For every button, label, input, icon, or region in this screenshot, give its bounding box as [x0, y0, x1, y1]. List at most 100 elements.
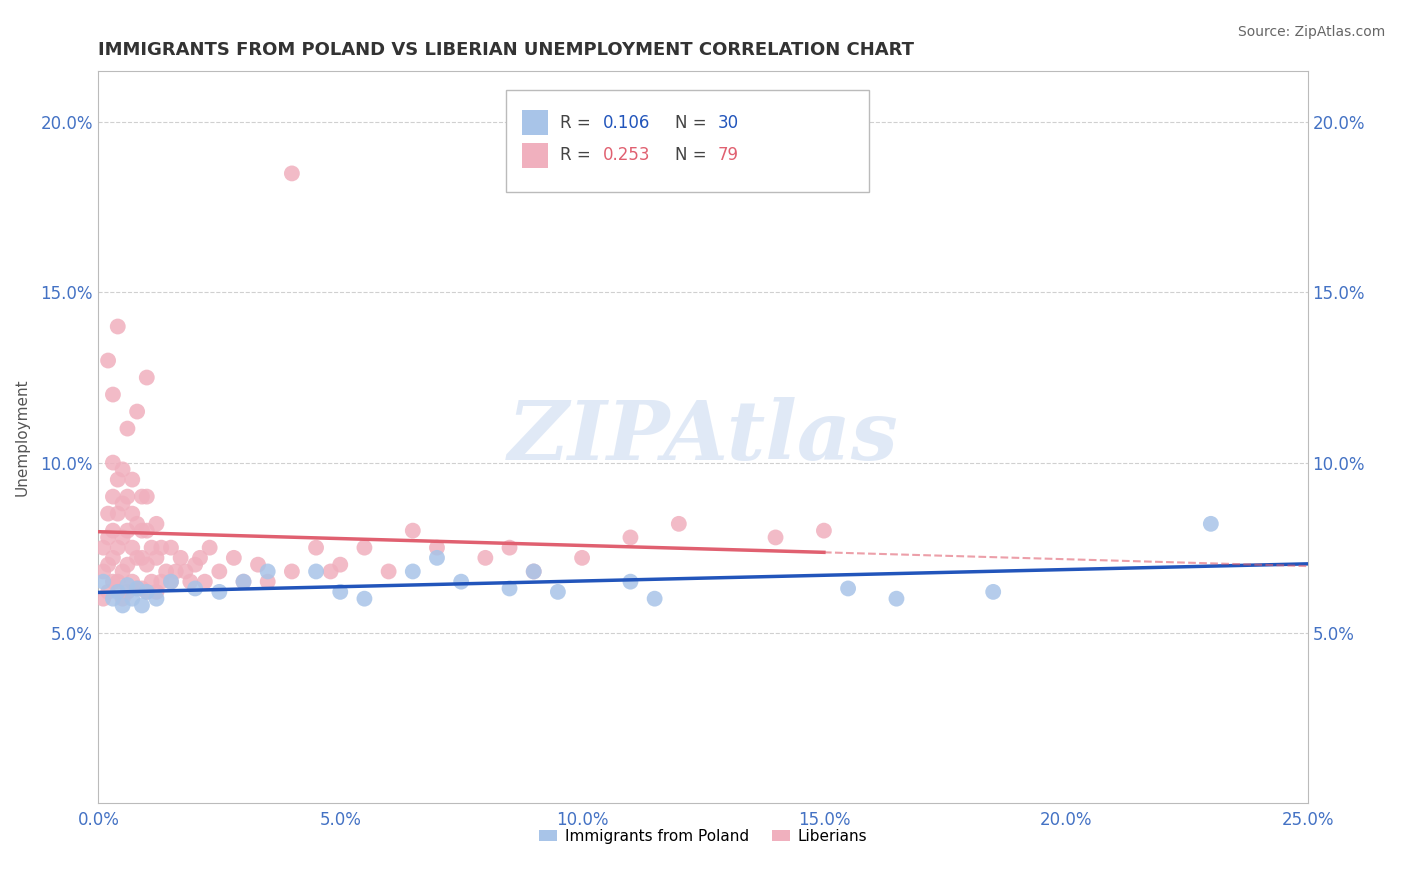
Point	[547, 585, 569, 599]
Point	[981, 585, 1004, 599]
Point	[160, 574, 183, 589]
Point	[121, 507, 143, 521]
Point	[117, 578, 139, 592]
Point	[498, 582, 520, 596]
Point	[644, 591, 666, 606]
Point	[498, 541, 520, 555]
Point	[121, 541, 143, 555]
Point	[111, 462, 134, 476]
Point	[131, 550, 153, 565]
Point	[91, 591, 114, 606]
Point	[111, 599, 134, 613]
Text: Source: ZipAtlas.com: Source: ZipAtlas.com	[1237, 25, 1385, 39]
Point	[91, 541, 114, 555]
Point	[135, 585, 157, 599]
Point	[145, 550, 167, 565]
Point	[135, 585, 157, 599]
Point	[426, 541, 449, 555]
Point	[117, 490, 139, 504]
Point	[188, 550, 211, 565]
Point	[107, 541, 129, 555]
Point	[101, 550, 124, 565]
Point	[127, 404, 149, 418]
Point	[145, 585, 167, 599]
Point	[121, 473, 143, 487]
Point	[145, 591, 167, 606]
Point	[141, 574, 163, 589]
Point	[107, 319, 129, 334]
Point	[107, 473, 129, 487]
Point	[135, 490, 157, 504]
Point	[127, 582, 149, 596]
Point	[232, 574, 254, 589]
Point	[329, 558, 352, 572]
Point	[765, 531, 787, 545]
Point	[101, 574, 124, 589]
Point	[256, 565, 278, 579]
Point	[101, 490, 124, 504]
Text: N =: N =	[675, 146, 711, 164]
Point	[150, 541, 173, 555]
Point	[232, 574, 254, 589]
Point	[107, 507, 129, 521]
Point	[281, 565, 304, 579]
Point	[353, 591, 375, 606]
Point	[131, 524, 153, 538]
FancyBboxPatch shape	[522, 143, 548, 169]
Point	[101, 524, 124, 538]
Point	[813, 524, 835, 538]
Point	[127, 550, 149, 565]
Point	[131, 599, 153, 613]
Point	[184, 558, 207, 572]
Point	[305, 541, 328, 555]
Point	[111, 496, 134, 510]
Point	[619, 531, 641, 545]
Point	[208, 585, 231, 599]
Point	[402, 565, 425, 579]
Point	[111, 565, 134, 579]
Point	[111, 531, 134, 545]
Point	[141, 541, 163, 555]
Point	[97, 531, 120, 545]
Point	[281, 166, 304, 180]
Point	[121, 591, 143, 606]
Point	[402, 524, 425, 538]
Point	[91, 574, 114, 589]
Point	[474, 550, 496, 565]
Point	[117, 524, 139, 538]
Point	[135, 558, 157, 572]
Point	[184, 582, 207, 596]
Point	[91, 565, 114, 579]
Point	[145, 516, 167, 531]
Point	[121, 574, 143, 589]
Y-axis label: Unemployment: Unemployment	[14, 378, 30, 496]
Point	[1199, 516, 1222, 531]
Point	[150, 574, 173, 589]
Point	[523, 565, 546, 579]
Point	[131, 490, 153, 504]
Point	[107, 574, 129, 589]
Text: R =: R =	[561, 146, 596, 164]
Text: IMMIGRANTS FROM POLAND VS LIBERIAN UNEMPLOYMENT CORRELATION CHART: IMMIGRANTS FROM POLAND VS LIBERIAN UNEMP…	[98, 41, 914, 59]
Point	[886, 591, 908, 606]
Point	[135, 370, 157, 384]
Point	[377, 565, 399, 579]
Point	[97, 558, 120, 572]
Point	[127, 516, 149, 531]
Text: 0.106: 0.106	[603, 113, 650, 131]
Point	[523, 565, 546, 579]
Point	[111, 591, 134, 606]
Point	[160, 541, 183, 555]
Point	[117, 421, 139, 435]
Point	[117, 558, 139, 572]
Text: N =: N =	[675, 113, 711, 131]
Point	[169, 550, 191, 565]
Text: R =: R =	[561, 113, 596, 131]
Point	[619, 574, 641, 589]
Point	[329, 585, 352, 599]
Point	[247, 558, 270, 572]
Point	[353, 541, 375, 555]
Point	[97, 353, 120, 368]
Point	[256, 574, 278, 589]
Point	[426, 550, 449, 565]
